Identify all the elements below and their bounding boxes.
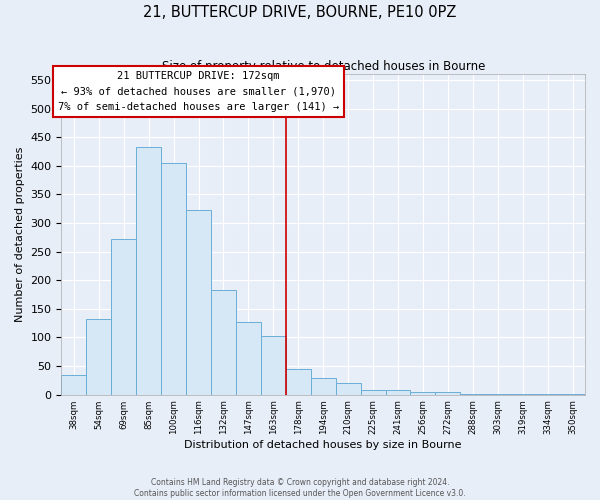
Bar <box>261 336 286 394</box>
Bar <box>311 378 335 394</box>
Bar <box>211 290 236 395</box>
Bar <box>286 369 311 394</box>
Bar <box>161 163 186 394</box>
Bar <box>186 210 211 394</box>
Text: 21 BUTTERCUP DRIVE: 172sqm
← 93% of detached houses are smaller (1,970)
7% of se: 21 BUTTERCUP DRIVE: 172sqm ← 93% of deta… <box>58 70 339 112</box>
Bar <box>86 318 111 394</box>
Bar <box>136 148 161 394</box>
Text: 21, BUTTERCUP DRIVE, BOURNE, PE10 0PZ: 21, BUTTERCUP DRIVE, BOURNE, PE10 0PZ <box>143 5 457 20</box>
Bar <box>361 390 386 394</box>
Bar <box>410 392 436 394</box>
Y-axis label: Number of detached properties: Number of detached properties <box>15 147 25 322</box>
Bar <box>436 392 460 394</box>
Bar <box>61 374 86 394</box>
Bar <box>236 322 261 394</box>
Bar <box>111 239 136 394</box>
Bar <box>335 382 361 394</box>
Text: Contains HM Land Registry data © Crown copyright and database right 2024.
Contai: Contains HM Land Registry data © Crown c… <box>134 478 466 498</box>
Bar <box>386 390 410 394</box>
X-axis label: Distribution of detached houses by size in Bourne: Distribution of detached houses by size … <box>184 440 462 450</box>
Title: Size of property relative to detached houses in Bourne: Size of property relative to detached ho… <box>161 60 485 73</box>
